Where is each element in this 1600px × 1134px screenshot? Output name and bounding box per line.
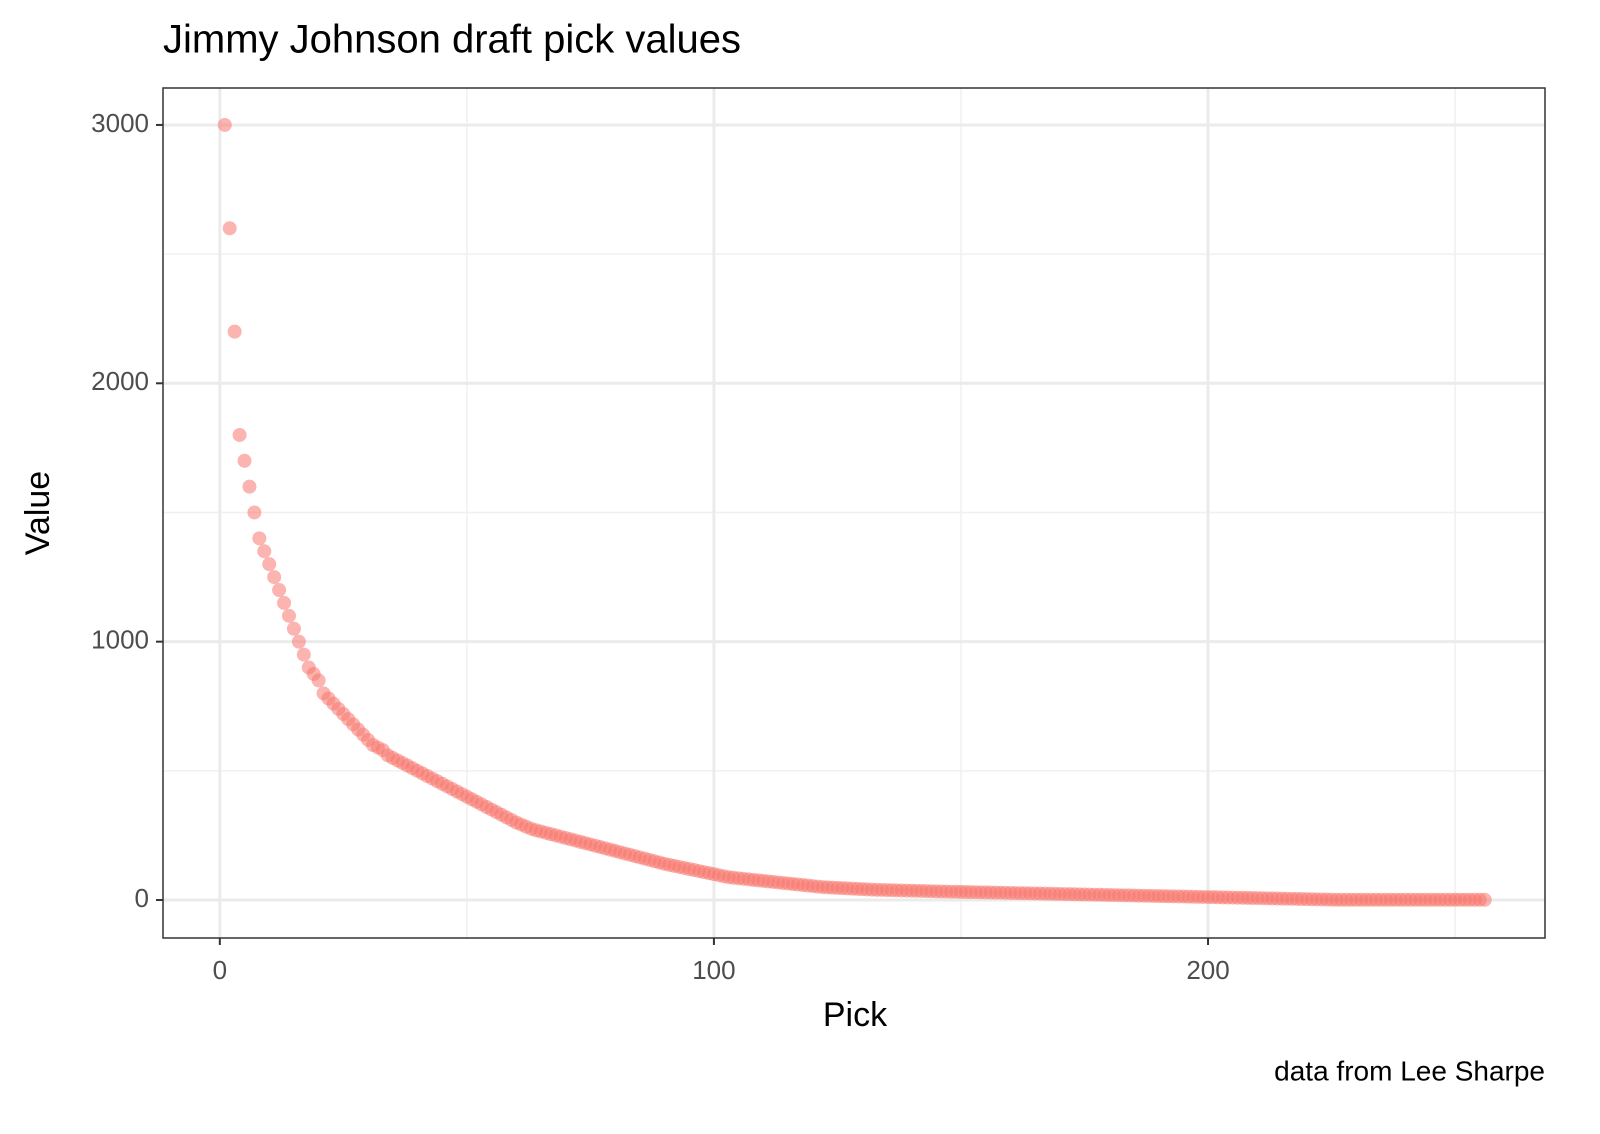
caption: data from Lee Sharpe — [1274, 1055, 1545, 1086]
x-axis-label: Pick — [823, 996, 888, 1034]
point — [291, 634, 306, 649]
point — [277, 595, 292, 610]
y-tick-label: 2000 — [91, 366, 149, 396]
point — [252, 531, 267, 546]
y-tick-label: 3000 — [91, 108, 149, 138]
point — [237, 453, 252, 468]
point — [232, 427, 247, 442]
point — [1477, 892, 1492, 907]
point — [267, 570, 282, 585]
y-tick-label: 1000 — [91, 625, 149, 655]
point — [222, 221, 237, 236]
point — [296, 647, 311, 662]
x-tick-label: 200 — [1186, 955, 1229, 985]
x-tick-label: 100 — [692, 955, 735, 985]
panel-border — [162, 87, 1546, 939]
point — [311, 673, 326, 688]
y-tick-label: 0 — [135, 883, 149, 913]
y-axis-label: Value — [19, 471, 57, 555]
point — [286, 621, 301, 636]
point — [281, 608, 296, 623]
point — [257, 544, 272, 559]
point — [217, 117, 232, 132]
point — [272, 582, 287, 597]
point — [242, 479, 257, 494]
point — [227, 324, 242, 339]
point — [247, 505, 262, 520]
x-tick-label: 0 — [213, 955, 227, 985]
chart-title: Jimmy Johnson draft pick values — [163, 18, 741, 62]
point — [262, 557, 277, 572]
